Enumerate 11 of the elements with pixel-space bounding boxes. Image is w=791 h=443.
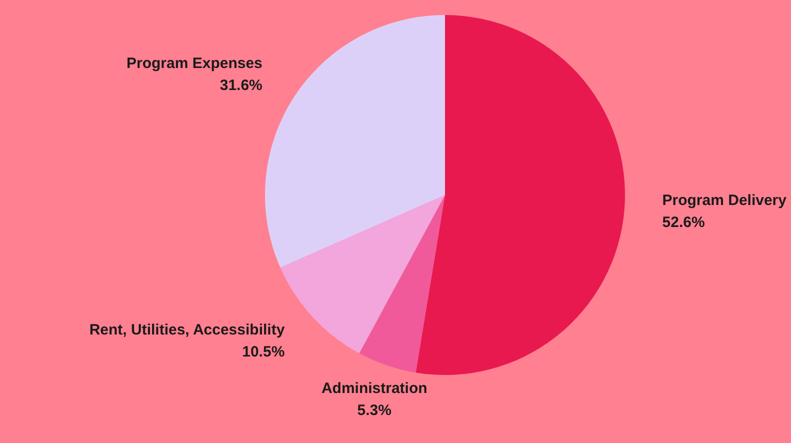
slice-label: Rent, Utilities, Accessibility <box>89 322 286 339</box>
pie-slice <box>359 195 445 373</box>
slice-label: Program Expenses <box>126 54 262 72</box>
pie-slice <box>416 15 625 375</box>
data-label: 5.3% <box>357 402 392 420</box>
pie-slice <box>265 15 445 268</box>
data-label: 52.6% <box>662 214 705 231</box>
slice-label: Program Delivery <box>662 192 788 209</box>
slice-label: Administration <box>321 380 428 398</box>
data-label: 31.6% <box>220 76 262 94</box>
data-label: 10.5% <box>242 344 285 361</box>
